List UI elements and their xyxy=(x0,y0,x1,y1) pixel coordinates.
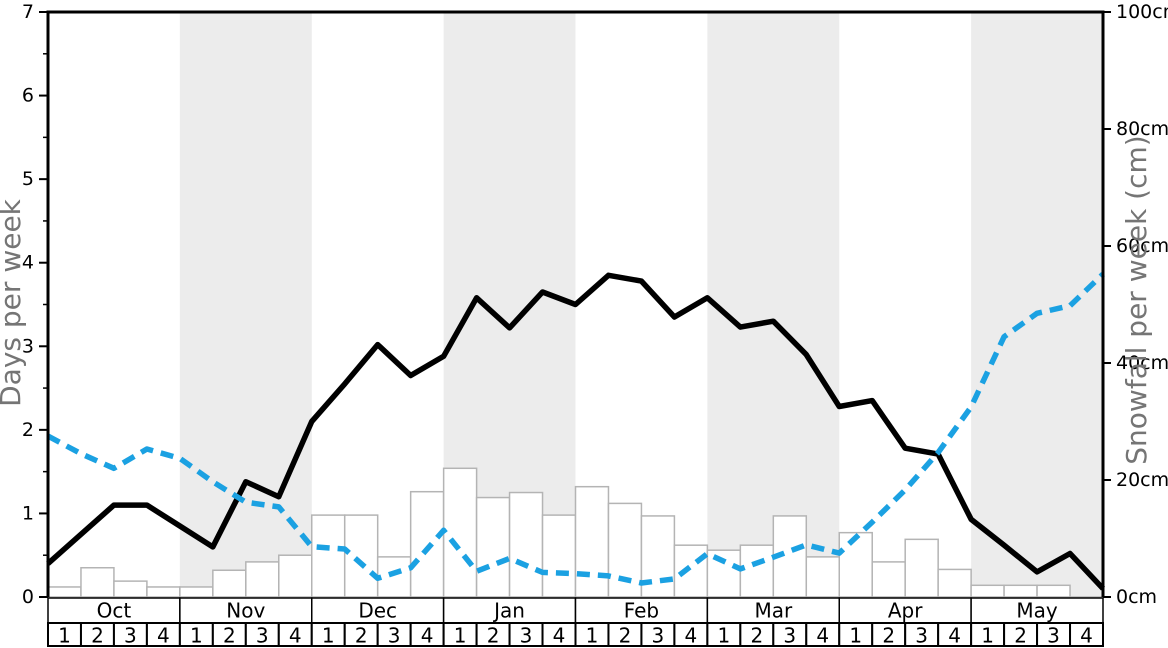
left-tick-label-6: 6 xyxy=(22,85,34,107)
month-cell-nov xyxy=(179,597,313,624)
bar-week-9 xyxy=(311,514,346,598)
left-axis-title: Days per week xyxy=(0,198,27,407)
days-per-week-line xyxy=(46,272,1106,591)
week-label: 1 xyxy=(322,624,335,648)
bar-week-27 xyxy=(904,538,939,598)
bar-week-24 xyxy=(805,556,840,598)
week-label: 2 xyxy=(619,624,632,648)
left-tick-label-5: 5 xyxy=(22,168,34,190)
week-label: 2 xyxy=(223,624,236,648)
month-cell-may xyxy=(970,597,1104,624)
bar-week-16 xyxy=(541,514,577,598)
week-label: 3 xyxy=(256,624,269,648)
bar-week-25 xyxy=(838,531,873,598)
right-tick-label-0: 0cm xyxy=(1116,586,1157,608)
month-cell-oct xyxy=(47,597,181,624)
bar-week-4 xyxy=(146,586,181,598)
right-tick-label-60: 60cm xyxy=(1116,235,1168,257)
week-label: 3 xyxy=(652,624,665,648)
bar-week-2 xyxy=(80,567,115,598)
month-label-apr: Apr xyxy=(888,599,923,623)
bar-week-12 xyxy=(409,490,445,598)
bar-week-30 xyxy=(1003,584,1038,598)
week-label: 4 xyxy=(157,624,170,648)
week-label: 4 xyxy=(948,624,961,648)
right-tick-label-40: 40cm xyxy=(1116,352,1168,374)
bar-week-22 xyxy=(739,544,775,598)
week-label: 4 xyxy=(553,624,566,648)
week-label: 1 xyxy=(190,624,203,648)
week-label: 1 xyxy=(58,624,71,648)
left-tick-label-7: 7 xyxy=(22,1,34,23)
week-label: 2 xyxy=(1014,624,1027,648)
week-cell-32 xyxy=(1069,622,1104,647)
week-label: 4 xyxy=(685,624,698,648)
right-tick-label-20: 20cm xyxy=(1116,469,1168,491)
week-label: 1 xyxy=(717,624,730,648)
week-label: 3 xyxy=(1047,624,1060,648)
bar-week-10 xyxy=(343,514,379,598)
bar-week-5 xyxy=(179,586,214,598)
month-label-dec: Dec xyxy=(358,599,397,623)
right-tick-label-80: 80cm xyxy=(1116,118,1168,140)
week-label: 2 xyxy=(882,624,895,648)
left-tick-label-2: 2 xyxy=(22,419,34,441)
month-label-feb: Feb xyxy=(624,599,659,623)
left-tick-label-3: 3 xyxy=(22,335,34,357)
right-tick-label-100: 100cm xyxy=(1116,1,1168,23)
month-band-nov xyxy=(179,12,312,597)
week-label: 3 xyxy=(388,624,401,648)
snowfall-per-week-line xyxy=(46,272,1105,586)
bar-week-26 xyxy=(871,561,906,598)
week-label: 2 xyxy=(91,624,104,648)
week-label: 3 xyxy=(124,624,137,648)
month-label-oct: Oct xyxy=(97,599,132,623)
week-label: 1 xyxy=(849,624,862,648)
bar-week-15 xyxy=(508,491,544,598)
bar-week-1 xyxy=(47,586,82,598)
week-label: 2 xyxy=(487,624,500,648)
bar-week-13 xyxy=(442,467,478,598)
bar-week-20 xyxy=(673,544,709,598)
week-label: 3 xyxy=(783,624,796,648)
month-label-mar: Mar xyxy=(754,599,793,623)
week-label: 3 xyxy=(915,624,928,648)
bar-week-6 xyxy=(212,569,247,598)
bar-week-14 xyxy=(475,496,511,598)
bar-week-29 xyxy=(970,584,1005,598)
bar-week-7 xyxy=(245,561,280,598)
month-band-mar xyxy=(707,12,840,597)
week-label: 1 xyxy=(454,624,467,648)
week-label: 4 xyxy=(816,624,829,648)
week-label: 4 xyxy=(289,624,302,648)
left-tick-label-4: 4 xyxy=(22,252,34,274)
month-label-jan: Jan xyxy=(492,599,525,623)
month-band-may xyxy=(971,12,1103,597)
bar-week-18 xyxy=(607,502,643,598)
week-label: 1 xyxy=(981,624,994,648)
left-tick-label-0: 0 xyxy=(22,586,34,608)
week-label: 4 xyxy=(1080,624,1093,648)
bar-week-28 xyxy=(937,568,972,598)
left-tick-label-1: 1 xyxy=(22,502,34,524)
month-label-nov: Nov xyxy=(226,599,265,623)
week-label: 2 xyxy=(355,624,368,648)
bar-week-21 xyxy=(706,549,742,598)
bar-week-3 xyxy=(113,580,148,598)
bar-week-8 xyxy=(278,554,313,598)
week-label: 3 xyxy=(520,624,533,648)
week-label: 4 xyxy=(421,624,434,648)
week-label: 1 xyxy=(586,624,599,648)
bar-week-17 xyxy=(574,485,610,598)
week-label: 2 xyxy=(750,624,763,648)
bar-week-11 xyxy=(376,556,412,598)
right-axis-title: Snowfall per week (cm) xyxy=(1120,135,1153,464)
bar-week-31 xyxy=(1036,584,1071,598)
month-label-may: May xyxy=(1016,599,1058,623)
